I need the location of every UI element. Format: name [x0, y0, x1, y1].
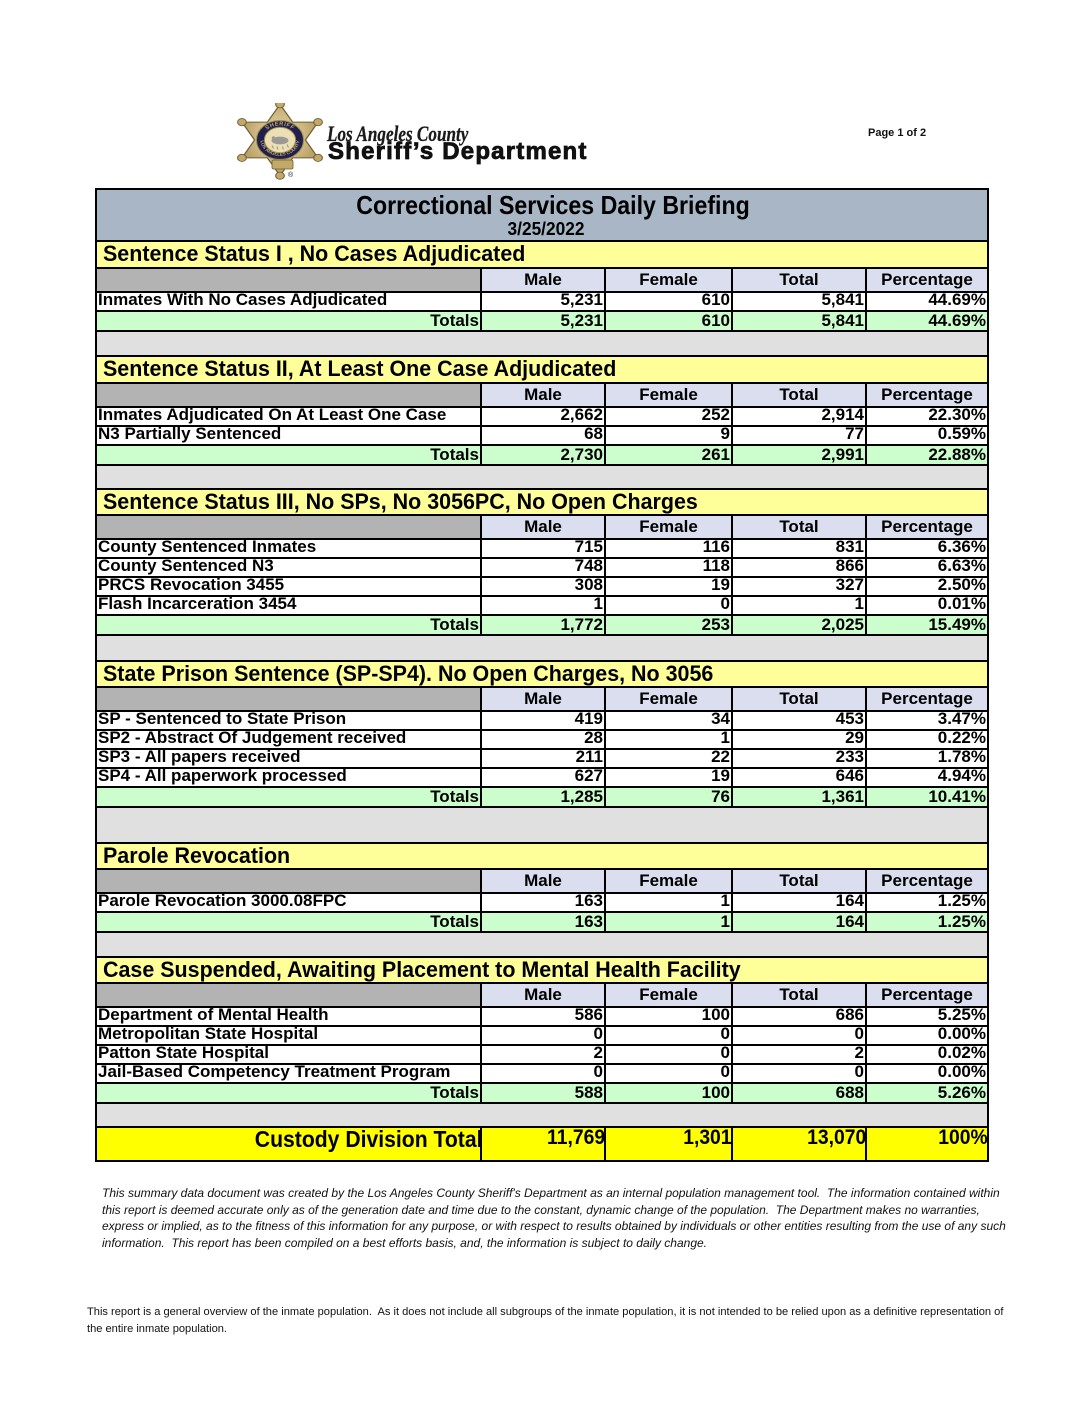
svg-text:®: ®: [288, 171, 294, 179]
svg-text:SHERIFF: SHERIFF: [265, 121, 296, 131]
